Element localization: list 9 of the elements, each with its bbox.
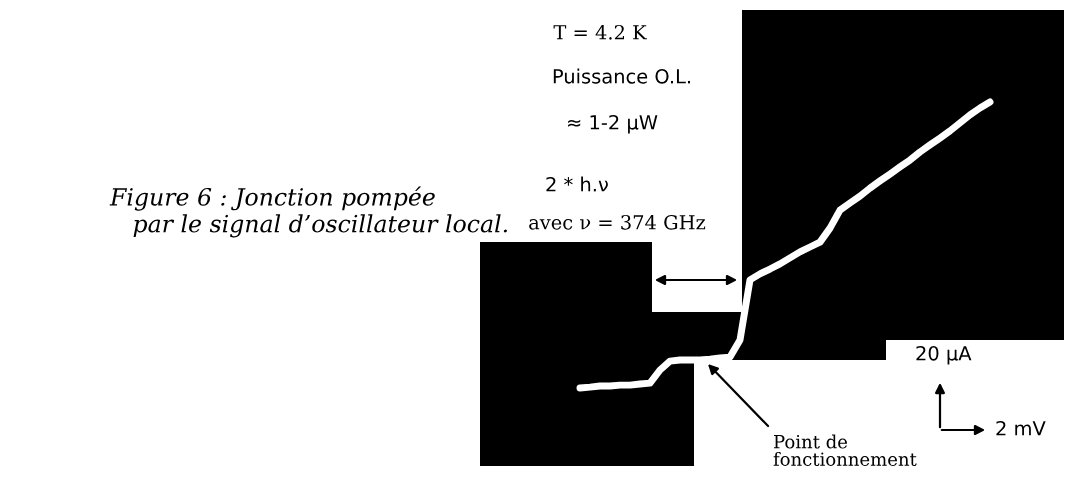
annotation: avec ν = 374 GHz [529, 214, 706, 230]
annotation: 20 µA [916, 345, 972, 365]
text: Puissance O.L. [553, 68, 690, 84]
annotation: ≈ 1-2 µW [568, 114, 658, 134]
annotation: 2 * h.ν [546, 176, 608, 192]
text: Figure 6 : Jonction pompée par le signal d’oscillateur local. [109, 186, 507, 238]
text: 2 mV [996, 420, 1046, 436]
text: T = 4.2 K [553, 24, 647, 40]
text: Point de fonctionnement [773, 434, 917, 466]
